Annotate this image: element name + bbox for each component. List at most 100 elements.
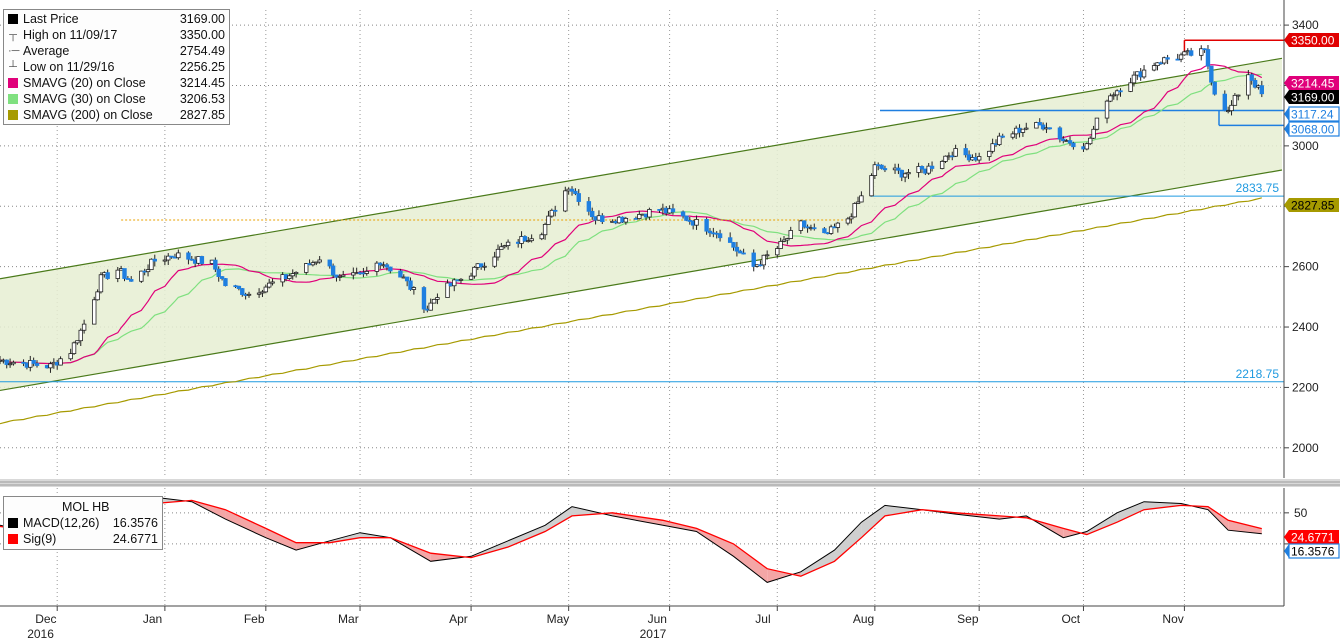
candle-down (600, 215, 605, 223)
legend-value: 2754.49 (179, 44, 225, 58)
legend-row-sma200: SMAVG (200) on Close 2827.85 (4, 107, 229, 123)
candle-down (919, 166, 925, 170)
candle-down (569, 188, 575, 192)
candle-up (260, 291, 265, 294)
macd-fill-below (662, 520, 697, 532)
candle-up (145, 269, 151, 273)
candle-down (236, 285, 242, 289)
candle-up (492, 256, 497, 267)
macd-fill-above (861, 505, 885, 538)
month-label: Jul (755, 612, 770, 626)
candle-up (505, 241, 511, 246)
candle-up (314, 261, 319, 264)
candle-up (290, 273, 295, 277)
macd-fill-above (1117, 501, 1145, 523)
macd-fill-below (696, 528, 734, 557)
candle-down (1165, 57, 1170, 60)
candle-up (1094, 117, 1100, 130)
macd-histogram-fill (0, 497, 1262, 583)
legend-value: 3350.00 (179, 28, 225, 42)
month-label: Jun (648, 612, 667, 626)
level-badge-label: 3117.24 (1291, 108, 1334, 122)
signal-line (0, 499, 1262, 577)
candle-up (694, 219, 699, 226)
candle-up (1020, 128, 1026, 133)
candle-up (176, 252, 181, 259)
legend-row-high: ┬ High on 11/09/17 3350.00 (4, 27, 229, 43)
price-legend: Last Price 3169.00 ┬ High on 11/09/17 33… (3, 9, 230, 125)
level-badge-label: 3350.00 (1291, 34, 1335, 48)
candle-up (166, 255, 171, 261)
candle-up (303, 263, 309, 273)
candle-down (213, 259, 218, 270)
month-label: Jan (143, 612, 162, 626)
last-price-swatch (8, 14, 18, 24)
candle-down (223, 278, 228, 287)
candle-down (704, 219, 709, 232)
candle-up (987, 150, 992, 157)
average-marker-icon: ·─ (8, 45, 20, 57)
candle-up (546, 215, 551, 225)
candle-up (764, 254, 770, 257)
macd-fill-below (430, 553, 472, 562)
candle-up (1010, 133, 1016, 138)
price-tick-label: 2000 (1292, 441, 1319, 455)
candle-down (576, 193, 581, 202)
candle-down (734, 246, 740, 252)
level-badge-arrow (1284, 122, 1289, 136)
candle-down (731, 242, 736, 248)
candle-down (327, 259, 332, 267)
macd-lines (0, 496, 1262, 583)
candle-down (929, 165, 935, 169)
candle-down (1259, 85, 1265, 95)
candle-down (1071, 142, 1076, 148)
macd-line (0, 496, 1262, 583)
legend-value: 2256.25 (179, 60, 225, 74)
candle-up (317, 259, 322, 263)
candle-down (1205, 49, 1211, 67)
candle-up (78, 329, 83, 342)
candle-down (125, 278, 131, 280)
candle-down (129, 279, 134, 282)
candle-up (647, 209, 652, 218)
candle-up (246, 293, 252, 296)
channel-lower-line (0, 169, 1283, 392)
candle-up (788, 230, 793, 239)
candle-up (11, 361, 16, 365)
macd-fill-below (1228, 520, 1262, 534)
month-label: Aug (853, 612, 874, 626)
candle-up (270, 281, 275, 284)
candle-up (431, 298, 437, 304)
level-badge (1289, 90, 1339, 104)
candle-down (1057, 127, 1063, 140)
candle-down (105, 272, 110, 279)
candle-up (990, 143, 995, 152)
candle-up (263, 286, 269, 293)
candle-up (778, 240, 783, 249)
candle-up (976, 156, 982, 161)
candle-up (761, 254, 767, 266)
legend-value: 2827.85 (179, 108, 225, 122)
pane-divider[interactable] (0, 479, 1340, 487)
sma30-line (0, 73, 1262, 365)
level-badge-arrow (1284, 90, 1289, 104)
month-label: Feb (244, 612, 265, 626)
candle-up (872, 164, 878, 176)
candle-down (727, 237, 733, 243)
candle-up (1084, 143, 1090, 150)
candle-up (468, 275, 474, 280)
legend-row-signal: Sig(9) 24.6771 (4, 531, 162, 547)
level-badge-label: 3214.45 (1291, 77, 1335, 91)
level-badge-label: 2827.85 (1291, 199, 1335, 213)
candle-up (48, 363, 53, 369)
candle-up (902, 173, 908, 178)
candle-down (1222, 93, 1227, 112)
candle-up (287, 275, 292, 279)
level-badge-arrow (1284, 107, 1289, 121)
candle-down (1037, 122, 1042, 126)
candle-down (1061, 138, 1066, 142)
candle-up (95, 291, 100, 301)
candle-up (256, 292, 262, 295)
candle-down (670, 208, 676, 213)
